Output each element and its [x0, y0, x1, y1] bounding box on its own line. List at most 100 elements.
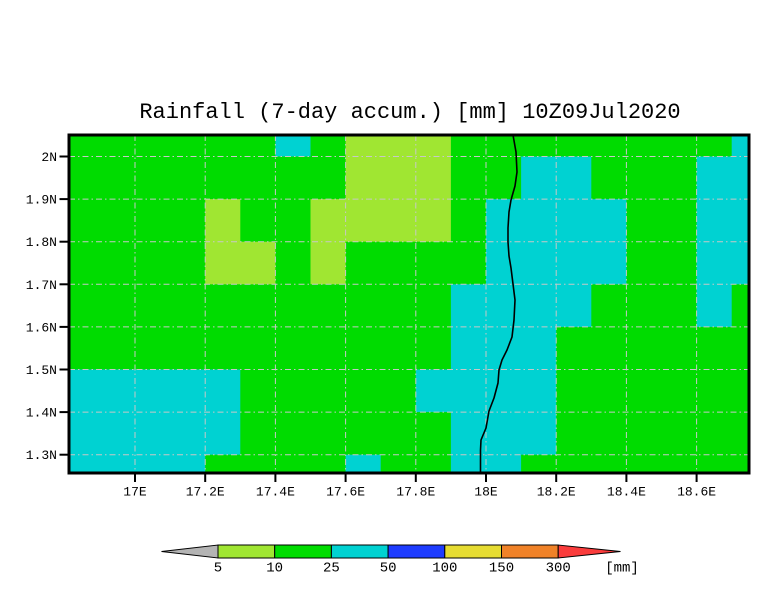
raster-cell — [170, 199, 206, 243]
raster-cell — [205, 135, 241, 158]
raster-cell — [626, 326, 663, 371]
raster-cell — [696, 156, 733, 200]
raster-cell — [69, 156, 101, 200]
x-tick-label: 17E — [123, 485, 147, 500]
raster-cell — [626, 199, 663, 243]
raster-cell — [69, 284, 101, 328]
raster-cell — [275, 412, 312, 456]
raster-cell — [99, 326, 136, 371]
raster-cell — [661, 284, 698, 328]
raster-cell — [380, 199, 417, 243]
colorbar-level-label: 25 — [323, 561, 340, 577]
raster-cell — [696, 135, 733, 158]
raster-cell — [310, 284, 347, 328]
raster-cell — [626, 369, 663, 413]
raster-cell — [310, 454, 347, 473]
raster-cell — [415, 199, 452, 243]
raster-cell — [661, 454, 698, 473]
x-tick-label: 17.2E — [186, 485, 225, 500]
raster-cell — [521, 241, 557, 285]
colorbar-segment — [501, 544, 559, 559]
raster-cell — [626, 284, 663, 328]
x-tick-label: 17.8E — [396, 485, 435, 500]
raster-cell — [556, 454, 592, 473]
y-tick-label: 1.3N — [26, 448, 57, 463]
raster-cell — [240, 241, 276, 285]
raster-cell — [205, 326, 241, 371]
raster-cell — [696, 454, 733, 473]
colorbar: 5 10 25 50 100 150 300 [mm] — [161, 544, 639, 577]
raster-cell — [135, 156, 171, 200]
raster-cell — [380, 454, 417, 473]
raster-cell — [170, 369, 206, 413]
raster-cell — [69, 199, 101, 243]
raster-cell — [696, 199, 733, 243]
raster-cell — [731, 369, 749, 413]
raster-cell — [450, 454, 487, 473]
country-border-line — [479, 135, 518, 473]
raster-cell — [661, 199, 698, 243]
raster-cell — [135, 454, 171, 473]
raster-cell — [486, 454, 522, 473]
raster-cell — [69, 454, 101, 473]
raster-cell — [99, 156, 136, 200]
raster-cell — [345, 454, 382, 473]
raster-cell — [275, 199, 312, 243]
axis-ticks — [59, 155, 698, 482]
raster-cell — [731, 135, 749, 158]
raster-cell — [591, 412, 627, 456]
raster-cell — [170, 326, 206, 371]
raster-cell — [99, 412, 136, 456]
raster-cell — [135, 369, 171, 413]
raster-cell — [99, 284, 136, 328]
raster-cell — [205, 156, 241, 200]
plot-border — [67, 133, 751, 475]
raster-cell — [345, 135, 382, 158]
raster-cell — [591, 369, 627, 413]
raster-cell — [415, 284, 452, 328]
raster-cell — [240, 135, 276, 158]
y-tick-label: 1.5N — [26, 363, 57, 378]
raster-cell — [345, 369, 382, 413]
raster-cell — [731, 284, 749, 328]
raster-cell — [205, 454, 241, 473]
raster-cell — [556, 284, 592, 328]
raster-cell — [521, 412, 557, 456]
raster-cell — [486, 135, 522, 158]
raster-cell — [415, 156, 452, 200]
raster-cell — [275, 241, 312, 285]
raster-cell — [170, 156, 206, 200]
raster-cell — [275, 156, 312, 200]
raster-cell — [626, 454, 663, 473]
raster-cell — [380, 156, 417, 200]
raster-cell — [415, 135, 452, 158]
raster-cell — [731, 199, 749, 243]
raster-cell — [591, 454, 627, 473]
raster-cell — [661, 156, 698, 200]
raster-cell — [731, 412, 749, 456]
raster-cell — [521, 454, 557, 473]
raster-cell — [135, 241, 171, 285]
raster-cell — [450, 326, 487, 371]
raster-cell — [275, 326, 312, 371]
raster-cell — [556, 326, 592, 371]
raster-cell — [661, 135, 698, 158]
raster-cells — [69, 135, 749, 473]
raster-cell — [450, 369, 487, 413]
raster-cell — [486, 326, 522, 371]
raster-cell — [170, 412, 206, 456]
raster-cell — [626, 412, 663, 456]
raster-cell — [69, 135, 101, 158]
raster-cell — [591, 241, 627, 285]
raster-cell — [99, 454, 136, 473]
raster-cell — [380, 326, 417, 371]
raster-cell — [345, 326, 382, 371]
colorbar-unit-label: [mm] — [605, 561, 639, 577]
x-tick-label: 17.4E — [256, 485, 295, 500]
raster-cell — [240, 199, 276, 243]
raster-cell — [486, 199, 522, 243]
raster-cell — [591, 135, 627, 158]
raster-cell — [99, 199, 136, 243]
